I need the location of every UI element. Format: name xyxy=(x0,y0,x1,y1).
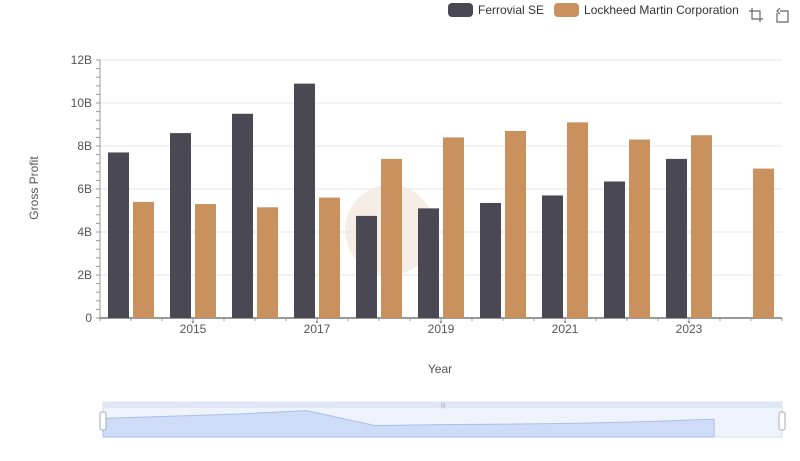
bar-lockheed[interactable] xyxy=(691,135,712,318)
bar-ferrovial[interactable] xyxy=(542,195,563,318)
x-tick-label: 2015 xyxy=(180,322,207,336)
bar-lockheed[interactable] xyxy=(195,204,216,318)
zoom-handle-right[interactable] xyxy=(778,411,786,431)
bar-ferrovial[interactable] xyxy=(232,113,253,318)
bar-ferrovial[interactable] xyxy=(604,181,625,318)
bar-lockheed[interactable] xyxy=(629,139,650,318)
y-tick-label: 6B xyxy=(77,182,92,196)
x-tick-label: 2021 xyxy=(552,322,579,336)
legend-label-lockheed: Lockheed Martin Corporation xyxy=(584,3,739,17)
x-tick-label: 2017 xyxy=(304,322,331,336)
bar-lockheed[interactable] xyxy=(381,158,402,318)
legend: Ferrovial SE Lockheed Martin Corporation xyxy=(448,3,749,17)
legend-swatch-ferrovial xyxy=(448,3,473,17)
legend-label-ferrovial: Ferrovial SE xyxy=(478,3,545,17)
bar-lockheed[interactable] xyxy=(505,130,526,318)
bar-ferrovial[interactable] xyxy=(356,215,377,318)
y-tick-label: 4B xyxy=(77,225,92,239)
bar-ferrovial[interactable] xyxy=(108,152,129,318)
zoom-slider-top-bar xyxy=(103,402,782,408)
bar-lockheed[interactable] xyxy=(257,207,278,318)
zoom-select-icon[interactable] xyxy=(748,7,764,23)
y-tick-label: 2B xyxy=(77,268,92,282)
legend-item-lockheed[interactable]: Lockheed Martin Corporation xyxy=(554,3,739,17)
bar-lockheed[interactable] xyxy=(319,197,340,318)
x-tick-label: 2019 xyxy=(428,322,455,336)
legend-item-ferrovial[interactable]: Ferrovial SE xyxy=(448,3,544,17)
bar-ferrovial[interactable] xyxy=(294,83,315,319)
zoom-reset-icon[interactable] xyxy=(774,7,790,23)
bar-lockheed[interactable] xyxy=(133,201,154,318)
zoom-preview-area xyxy=(102,410,715,438)
zoom-grip-icon[interactable]: ||| xyxy=(441,403,446,409)
x-axis-title: Year xyxy=(427,362,453,376)
bar-ferrovial[interactable] xyxy=(480,202,501,318)
bar-lockheed[interactable] xyxy=(753,168,774,318)
bar-ferrovial[interactable] xyxy=(666,158,687,318)
x-tick-label: 2023 xyxy=(676,322,703,336)
legend-swatch-lockheed xyxy=(554,3,580,17)
bar-ferrovial[interactable] xyxy=(418,208,439,318)
bar-ferrovial[interactable] xyxy=(170,133,191,318)
y-tick-label: 12B xyxy=(71,53,92,67)
bar-lockheed[interactable] xyxy=(443,137,464,318)
bar-lockheed[interactable] xyxy=(567,122,588,318)
y-tick-label: 8B xyxy=(77,139,92,153)
zoom-handle-left[interactable] xyxy=(99,411,107,431)
y-tick-label: 0 xyxy=(85,311,92,325)
y-tick-label: 10B xyxy=(71,96,92,110)
